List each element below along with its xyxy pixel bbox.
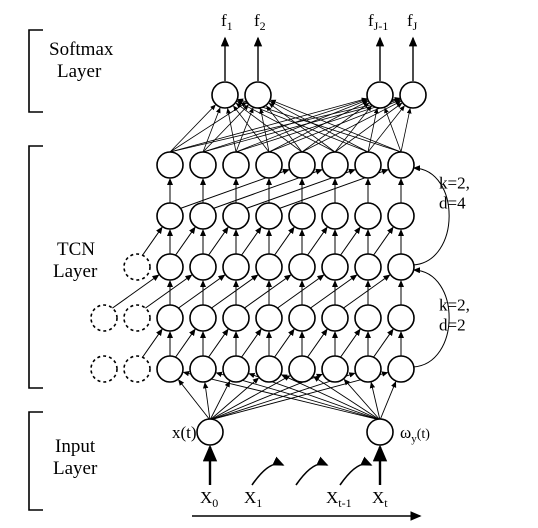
svg-text:fJ-1: fJ-1: [368, 11, 388, 33]
svg-text:fJ: fJ: [407, 11, 418, 33]
svg-text:TCN: TCN: [57, 239, 95, 260]
tcn-diagram: f1f2fJ-1fJx(t)ωy(t)X0X1Xt-1Xtk=2,d=4k=2,…: [0, 0, 538, 528]
svg-text:x(t): x(t): [172, 423, 197, 442]
svg-text:Layer: Layer: [53, 261, 98, 282]
svg-text:Xt: Xt: [372, 488, 388, 510]
svg-text:Layer: Layer: [57, 61, 102, 82]
svg-text:d=4: d=4: [439, 194, 466, 213]
svg-text:f1: f1: [221, 11, 233, 33]
svg-text:Xt-1: Xt-1: [326, 488, 352, 510]
svg-text:Input: Input: [55, 436, 96, 457]
svg-text:X1: X1: [244, 488, 262, 510]
svg-text:k=2,: k=2,: [439, 296, 470, 315]
svg-text:Softmax: Softmax: [49, 39, 114, 60]
svg-text:Layer: Layer: [53, 458, 98, 479]
svg-text:d=2: d=2: [439, 316, 466, 335]
svg-text:X0: X0: [200, 488, 218, 510]
svg-text:ωy(t): ωy(t): [400, 423, 430, 445]
svg-text:k=2,: k=2,: [439, 174, 470, 193]
svg-text:f2: f2: [254, 11, 266, 33]
